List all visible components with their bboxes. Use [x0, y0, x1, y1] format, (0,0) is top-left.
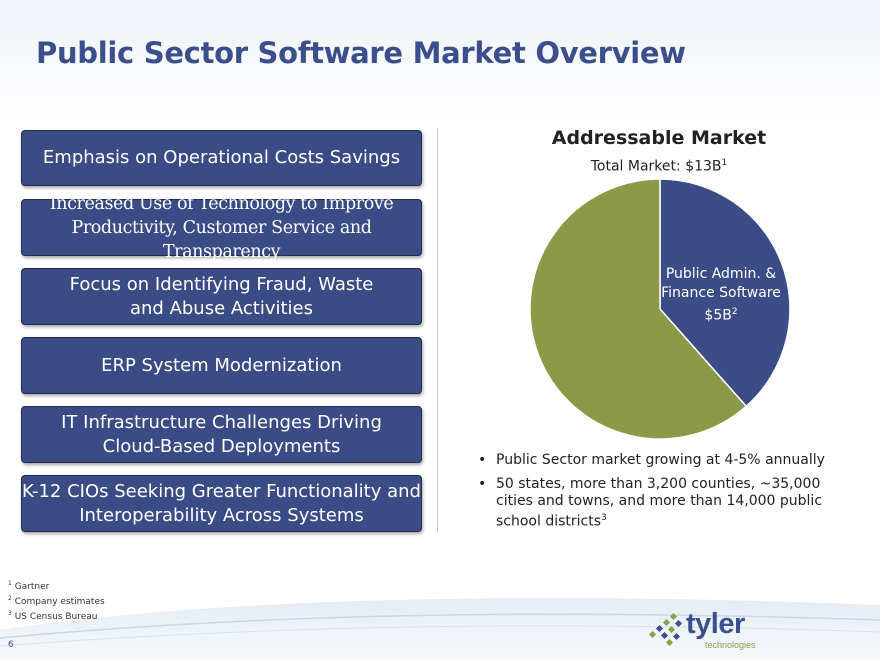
driver-line: K-12 CIOs Seeking Greater Functionality … — [22, 480, 421, 502]
footnote: 1 Gartner — [8, 578, 105, 593]
page-number: 6 — [8, 640, 14, 650]
driver-line: Productivity, Customer Service and Trans… — [71, 217, 372, 262]
driver-line: ERP System Modernization — [101, 354, 342, 376]
footnote-number: 1 — [8, 580, 12, 587]
bullet-text: Public Sector market growing at 4-5% ann… — [496, 452, 825, 468]
market-pie-chart — [529, 178, 791, 440]
driver-box-k12-cios: K-12 CIOs Seeking Greater Functionality … — [21, 475, 422, 532]
tyler-dots-icon — [648, 612, 683, 647]
pie-slice-label-line: Public Admin. & — [665, 266, 777, 282]
logo-subtext: technologies — [705, 640, 756, 650]
logo-wordmark: tyler — [686, 608, 745, 640]
bullet-item: • 50 states, more than 3,200 counties, ~… — [478, 476, 858, 531]
footnote-ref: 1 — [721, 158, 728, 168]
bullet-marker: • — [478, 452, 487, 468]
footnote-ref: 2 — [731, 307, 738, 317]
footnote-number: 2 — [8, 595, 12, 602]
footnote: 3 US Census Bureau — [8, 608, 105, 623]
footnote-text: US Census Bureau — [14, 612, 98, 622]
driver-box-erp-modernization: ERP System Modernization — [21, 337, 422, 394]
driver-line: Emphasis on Operational Costs Savings — [42, 147, 401, 168]
footnotes: 1 Gartner 2 Company estimates 3 US Censu… — [8, 578, 105, 623]
market-bullets: • Public Sector market growing at 4-5% a… — [478, 452, 858, 538]
driver-box-operational-costs: Emphasis on Operational Costs Savings — [21, 130, 422, 186]
footnote-text: Gartner — [14, 582, 50, 592]
pie-slice-label: Public Admin. & Finance Software $5B2 — [654, 265, 788, 326]
footer-wave-decoration — [0, 598, 880, 660]
driver-line: and Abuse Activities — [129, 297, 314, 319]
driver-box-fraud-waste: Focus on Identifying Fraud, Waste and Ab… — [21, 268, 422, 325]
driver-line: Increased Use of Technology to Improve — [49, 193, 394, 214]
footnote: 2 Company estimates — [8, 593, 105, 608]
column-divider — [437, 128, 438, 532]
pie-slice-value: $5B — [704, 307, 732, 324]
pie-slice-1 — [659, 178, 791, 408]
driver-line: Cloud-Based Deployments — [102, 435, 341, 457]
tyler-logo: tyler technologies — [645, 608, 765, 656]
driver-box-technology-use: Increased Use of Technology to Improve P… — [21, 194, 422, 262]
pie-slice-2 — [529, 178, 748, 440]
market-title: Addressable Market — [551, 127, 767, 149]
driver-line: Focus on Identifying Fraud, Waste — [69, 273, 374, 295]
driver-line: IT Infrastructure Challenges Driving — [61, 411, 382, 433]
pie-slice-label-line: Finance Software — [661, 285, 781, 301]
bullet-marker: • — [478, 476, 487, 492]
footnote-text: Company estimates — [14, 597, 105, 607]
page-title: Public Sector Software Market Overview — [36, 36, 686, 70]
footnote-ref: 3 — [601, 513, 607, 523]
header-background — [0, 0, 880, 120]
market-subtitle-text: Total Market: $13B — [590, 158, 722, 175]
footnote-number: 3 — [8, 610, 12, 617]
driver-line: Interoperability Across Systems — [79, 504, 364, 526]
market-subtitle: Total Market: $13B1 — [530, 158, 788, 175]
bullet-text: 50 states, more than 3,200 counties, ~35… — [496, 476, 823, 530]
driver-box-cloud-deployments: IT Infrastructure Challenges Driving Clo… — [21, 406, 422, 463]
bullet-item: • Public Sector market growing at 4-5% a… — [478, 452, 858, 469]
